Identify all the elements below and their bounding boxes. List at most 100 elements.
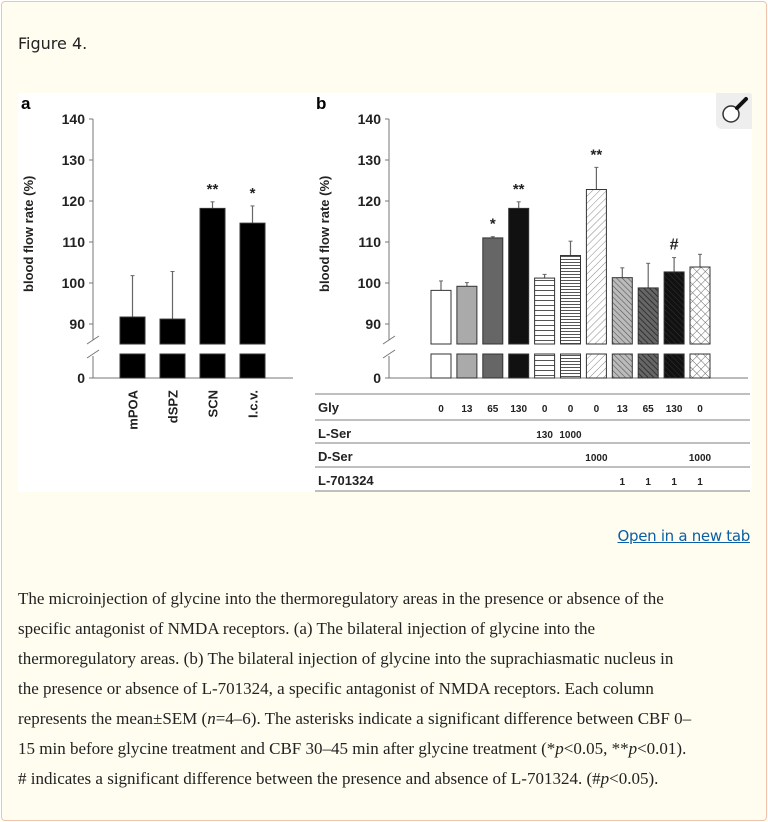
y-tick-label: 90 bbox=[69, 316, 85, 332]
bar-base bbox=[637, 353, 659, 379]
x-tick-label: dSPZ bbox=[166, 390, 181, 423]
bar-base bbox=[560, 353, 581, 379]
table-cell: 1 bbox=[671, 477, 677, 488]
bar-base bbox=[199, 353, 226, 379]
x-tick-label: I.c.v. bbox=[246, 390, 261, 418]
bar-base bbox=[534, 353, 556, 379]
panel-label: b bbox=[316, 94, 326, 113]
y-axis-label: blood flow rate (%) bbox=[317, 176, 332, 292]
bar-base bbox=[482, 353, 504, 379]
table-cell: 0 bbox=[697, 404, 703, 415]
significance-marker: ** bbox=[591, 146, 603, 163]
table-cell: 0 bbox=[542, 404, 548, 415]
significance-marker: ** bbox=[513, 181, 525, 198]
open-in-new-tab-link[interactable]: Open in a new tab bbox=[617, 527, 750, 545]
bar bbox=[689, 266, 711, 345]
y-tick-label: 130 bbox=[62, 152, 86, 168]
caption-line: the presence or absence of L-701324, a s… bbox=[18, 674, 758, 704]
caption-line: represents the mean±SEM (n=4–6). The ast… bbox=[18, 704, 758, 734]
y-tick-label: 140 bbox=[358, 111, 382, 127]
axis-break-mark bbox=[382, 349, 396, 359]
table-cell: 1 bbox=[645, 477, 651, 488]
table-cell: 65 bbox=[487, 404, 499, 415]
caption-text: =4–6). The asterisks indicate a signific… bbox=[215, 709, 692, 728]
bar bbox=[611, 277, 633, 345]
bar bbox=[159, 318, 186, 345]
bar bbox=[239, 222, 266, 345]
caption-text: <0.01). bbox=[637, 739, 687, 758]
bar bbox=[119, 316, 146, 345]
bar-base bbox=[508, 353, 530, 379]
y-tick-label: 110 bbox=[62, 234, 85, 250]
x-tick-label: mPOA bbox=[126, 389, 141, 429]
y-tick-label: 0 bbox=[373, 370, 381, 386]
bar bbox=[456, 285, 478, 345]
significance-marker: ** bbox=[207, 181, 219, 198]
axis-break-mark bbox=[86, 335, 100, 345]
table-cell: 130 bbox=[666, 404, 683, 415]
y-tick-label: 0 bbox=[77, 370, 85, 386]
bar bbox=[663, 271, 685, 345]
y-tick-label: 90 bbox=[365, 316, 381, 332]
caption-text: thermoregulatory areas. (b) The bilatera… bbox=[18, 649, 674, 668]
bar bbox=[560, 255, 581, 345]
table-cell: 1 bbox=[620, 477, 626, 488]
table-cell: 130 bbox=[510, 404, 527, 415]
table-row-label: Gly bbox=[318, 400, 340, 415]
caption-text: specific antagonist of NMDA receptors. (… bbox=[18, 619, 596, 638]
table-cell: 1 bbox=[697, 477, 703, 488]
bar bbox=[637, 287, 659, 345]
bar-base bbox=[585, 353, 607, 379]
panel-label: a bbox=[21, 94, 31, 113]
bar-base bbox=[663, 353, 685, 379]
bar-base bbox=[611, 353, 633, 379]
bar bbox=[482, 237, 504, 345]
caption-line: The microinjection of glycine into the t… bbox=[18, 584, 758, 614]
bar-base bbox=[689, 353, 711, 379]
bar-base bbox=[239, 353, 266, 379]
table-cell: 65 bbox=[643, 404, 655, 415]
table-cell: 0 bbox=[568, 404, 574, 415]
table-cell: 1000 bbox=[585, 453, 608, 464]
caption-text: p bbox=[555, 739, 564, 758]
magnifying-glass-icon[interactable] bbox=[716, 93, 752, 129]
bar bbox=[430, 289, 452, 345]
table-cell: 13 bbox=[617, 404, 629, 415]
caption-line: specific antagonist of NMDA receptors. (… bbox=[18, 614, 758, 644]
table-cell: 1000 bbox=[559, 430, 582, 441]
y-tick-label: 130 bbox=[358, 152, 382, 168]
table-row-label: D-Ser bbox=[318, 449, 353, 464]
table-cell: 0 bbox=[594, 404, 600, 415]
caption-text: 15 min before glycine treatment and CBF … bbox=[18, 739, 556, 758]
bar-base bbox=[456, 353, 478, 379]
figure-image[interactable]: a 0 90 100 110 120 130 140 blood flow rate (%) mP… bbox=[18, 93, 752, 492]
y-tick-label: 100 bbox=[62, 275, 86, 291]
x-tick-label: SCN bbox=[206, 390, 221, 417]
caption-text: p bbox=[628, 739, 638, 758]
y-tick-label: 120 bbox=[62, 193, 86, 209]
table-row-label: L-701324 bbox=[318, 473, 374, 488]
bar-base bbox=[430, 353, 452, 379]
caption-text: n bbox=[207, 709, 216, 728]
y-axis-label: blood flow rate (%) bbox=[21, 176, 36, 292]
caption-line: # indicates a significant difference bet… bbox=[18, 764, 758, 794]
bar bbox=[585, 189, 607, 345]
table-cell: 0 bbox=[438, 404, 444, 415]
caption-line: thermoregulatory areas. (b) The bilatera… bbox=[18, 644, 758, 674]
y-tick-label: 110 bbox=[358, 234, 381, 250]
axis-break-mark bbox=[382, 335, 396, 345]
table-cell: 1000 bbox=[689, 453, 712, 464]
caption-line: 15 min before glycine treatment and CBF … bbox=[18, 734, 758, 764]
axis-break-mark bbox=[86, 349, 100, 359]
caption-text: <0.05). bbox=[609, 769, 659, 788]
caption-text: # indicates a significant difference bet… bbox=[18, 769, 601, 788]
figure-title: Figure 4. bbox=[18, 34, 88, 53]
y-tick-label: 140 bbox=[62, 111, 86, 127]
bar bbox=[199, 207, 226, 345]
y-tick-label: 120 bbox=[358, 193, 382, 209]
bar bbox=[508, 207, 530, 345]
bar-base bbox=[159, 353, 186, 379]
table-cell: 13 bbox=[461, 404, 473, 415]
